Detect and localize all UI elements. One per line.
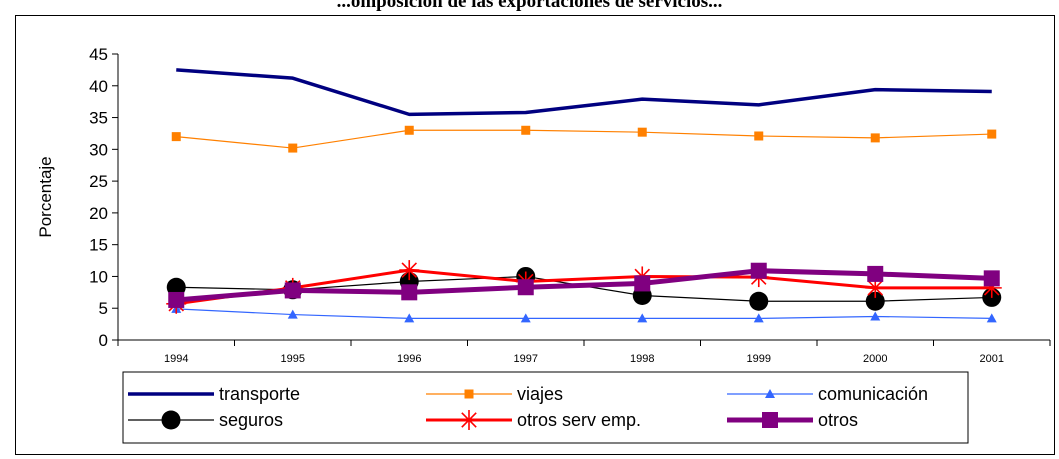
- data-point-otros: [983, 270, 1000, 287]
- data-point-comunicaci-n: [287, 309, 298, 319]
- data-point-comunicaci-n: [986, 313, 997, 323]
- data-point-viajes: [521, 125, 531, 135]
- legend-label-otros-serv-emp: otros serv emp.: [517, 410, 641, 430]
- data-point-comunicaci-n: [520, 313, 531, 323]
- x-tick-label: 2000: [863, 353, 887, 365]
- x-tick-label: 1998: [630, 353, 654, 365]
- data-point-otros: [750, 262, 767, 279]
- series-line-otros-serv-emp: [176, 268, 992, 306]
- data-point-otros: [634, 275, 651, 292]
- data-point-viajes: [288, 143, 298, 153]
- series-layer: [166, 68, 1002, 323]
- y-axis-label: Porcentaje: [36, 156, 55, 237]
- legend-marker-comunicaci-n: [765, 389, 775, 398]
- data-point-seguros: [749, 291, 769, 311]
- chart-frame: [15, 15, 1055, 455]
- legend-marker-viajes: [464, 389, 474, 399]
- x-tick-label: 1999: [747, 353, 771, 365]
- y-tick-label: 30: [89, 140, 108, 159]
- legend-marker-otros: [762, 412, 778, 428]
- data-point-viajes: [987, 129, 997, 139]
- data-point-viajes: [870, 133, 880, 143]
- y-tick-label: 20: [89, 204, 108, 223]
- y-tick-label: 45: [89, 45, 108, 64]
- y-tick-label: 25: [89, 172, 108, 191]
- data-point-comunicaci-n: [637, 313, 648, 323]
- legend-label-comunicaci-n: comunicación: [818, 384, 928, 404]
- x-tick-label: 1994: [164, 353, 188, 365]
- y-tick-label: 5: [99, 299, 108, 318]
- data-point-viajes: [754, 131, 764, 141]
- chart-title: ...omposición de las exportaciones de se…: [336, 0, 723, 12]
- data-point-otros-serv-emp: [865, 277, 886, 298]
- legend-label-viajes: viajes: [517, 384, 563, 404]
- legend-label-seguros: seguros: [219, 410, 283, 430]
- legend: transporte viajes comunicación seguros otros…: [122, 371, 969, 444]
- data-point-seguros: [865, 291, 885, 311]
- legend-label-transporte: transporte: [219, 384, 300, 404]
- x-tick-label: 1995: [281, 353, 305, 365]
- series-line-comunicaci-n: [176, 308, 992, 319]
- data-point-viajes: [404, 125, 414, 135]
- series-line-transporte: [176, 68, 992, 117]
- data-point-comunicaci-n: [870, 311, 881, 321]
- y-tick-label: 10: [89, 267, 108, 286]
- x-tick-label: 2001: [980, 353, 1004, 365]
- data-point-otros: [867, 265, 884, 282]
- legend-marker-otros-serv-emp: [459, 410, 479, 430]
- y-tick-label: 15: [89, 236, 108, 255]
- legend-marker-seguros: [161, 410, 181, 430]
- series-line-otros: [176, 268, 992, 303]
- legend-label-otros: otros: [818, 410, 858, 430]
- data-point-otros: [284, 282, 301, 299]
- legend-box: [122, 371, 969, 444]
- y-tick-label: 40: [89, 77, 108, 96]
- y-tick-label: 35: [89, 109, 108, 128]
- data-point-otros-serv-emp: [399, 260, 420, 281]
- data-point-viajes: [171, 132, 181, 142]
- data-point-otros: [168, 291, 185, 308]
- data-point-comunicaci-n: [753, 313, 764, 323]
- x-tick-label: 1996: [397, 353, 421, 365]
- data-point-otros: [401, 284, 418, 301]
- data-point-comunicaci-n: [404, 313, 415, 323]
- y-tick-label: 0: [99, 331, 108, 350]
- x-tick-label: 1997: [514, 353, 538, 365]
- axes: 0 5 10 15 20 25 30 35 40 45 1994 1995 1996 1997 1998 19…: [36, 45, 1051, 365]
- title-strip: ...omposición de las exportaciones de se…: [0, 0, 1059, 16]
- data-point-viajes: [637, 127, 647, 137]
- series-line-viajes: [176, 129, 992, 149]
- data-point-otros: [517, 279, 534, 296]
